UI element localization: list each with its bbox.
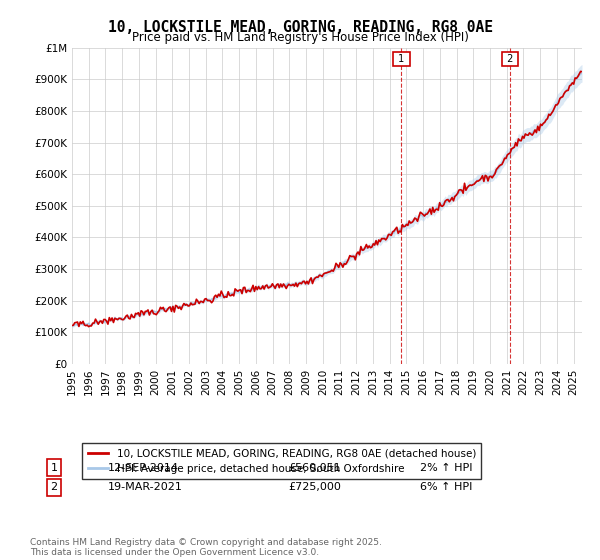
Text: £560,051: £560,051 — [288, 463, 341, 473]
Text: 1: 1 — [50, 463, 58, 473]
Text: 2% ↑ HPI: 2% ↑ HPI — [420, 463, 473, 473]
Text: 2: 2 — [504, 54, 517, 64]
Text: 1: 1 — [395, 54, 407, 64]
Text: 2: 2 — [50, 482, 58, 492]
Text: 6% ↑ HPI: 6% ↑ HPI — [420, 482, 472, 492]
Text: 19-MAR-2021: 19-MAR-2021 — [108, 482, 183, 492]
Text: Contains HM Land Registry data © Crown copyright and database right 2025.
This d: Contains HM Land Registry data © Crown c… — [30, 538, 382, 557]
Text: 10, LOCKSTILE MEAD, GORING, READING, RG8 0AE: 10, LOCKSTILE MEAD, GORING, READING, RG8… — [107, 20, 493, 35]
Text: Price paid vs. HM Land Registry's House Price Index (HPI): Price paid vs. HM Land Registry's House … — [131, 31, 469, 44]
Text: £725,000: £725,000 — [288, 482, 341, 492]
Legend: 10, LOCKSTILE MEAD, GORING, READING, RG8 0AE (detached house), HPI: Average pric: 10, LOCKSTILE MEAD, GORING, READING, RG8… — [82, 444, 481, 479]
Text: 12-SEP-2014: 12-SEP-2014 — [108, 463, 179, 473]
